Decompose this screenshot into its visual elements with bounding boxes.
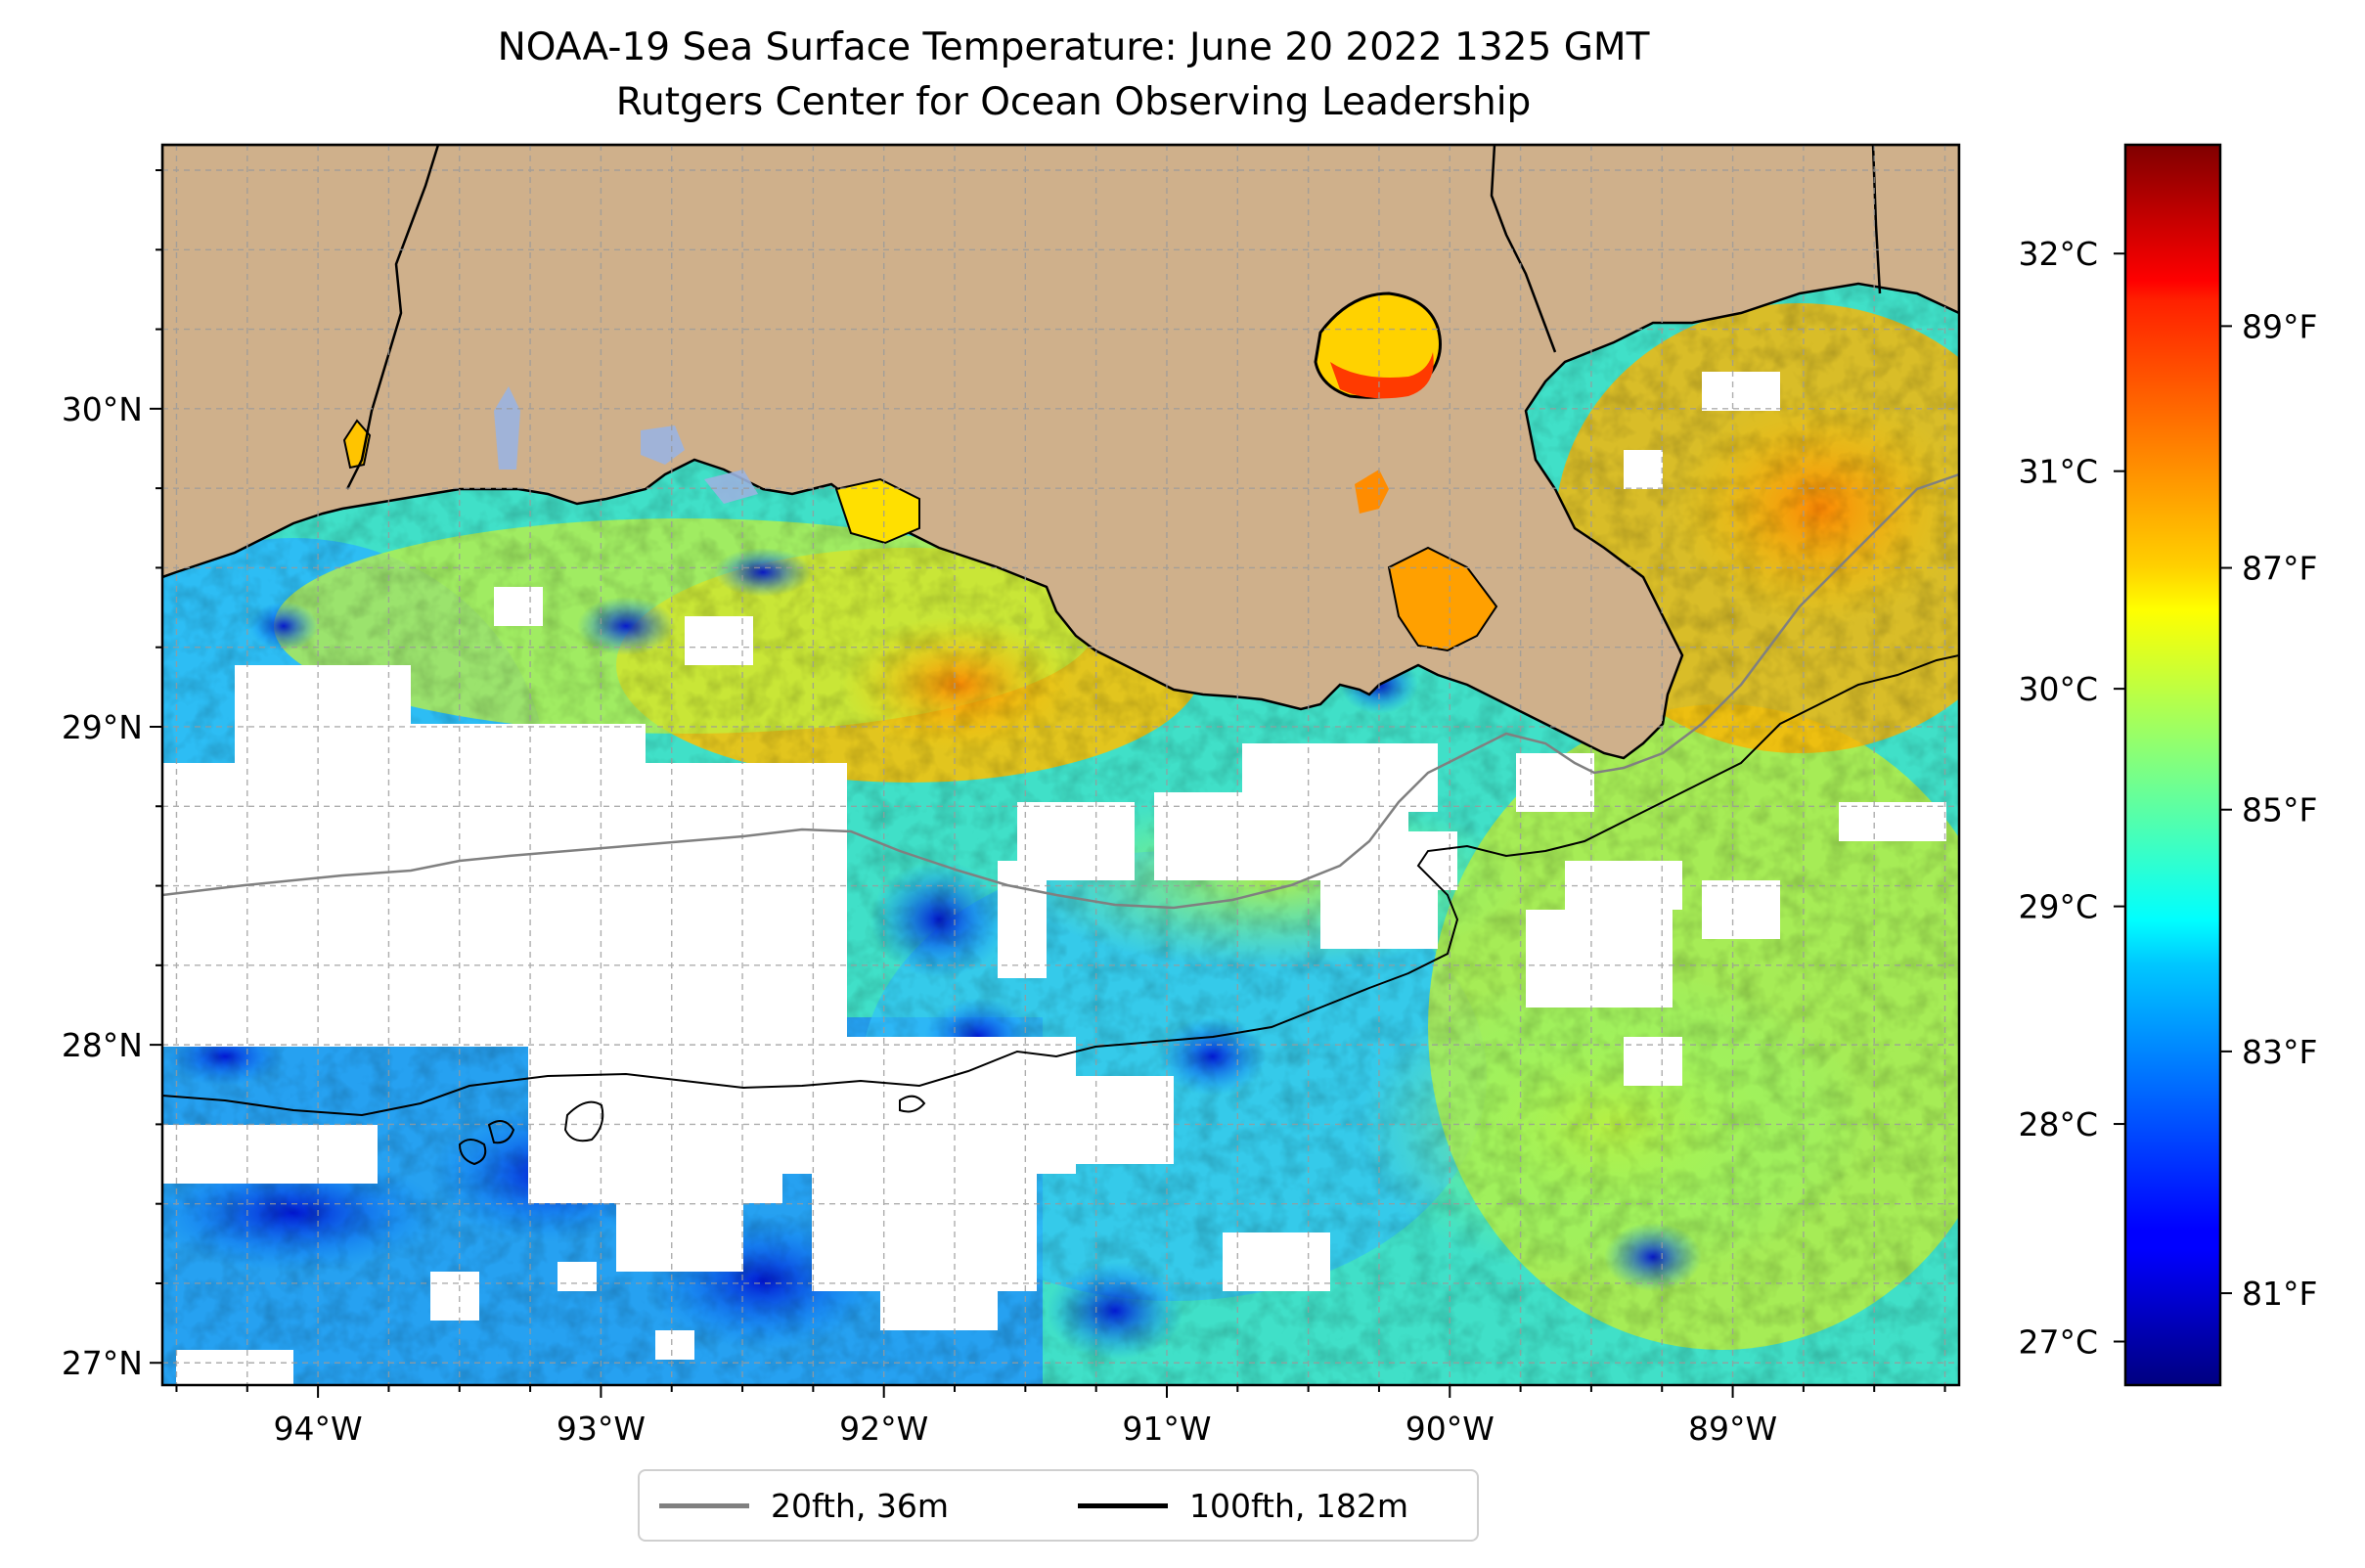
fahrenheit-tick-label: 83°F: [2242, 1033, 2317, 1071]
lat-tick-label: 27°N: [62, 1344, 143, 1382]
lon-tick-label: 90°W: [1406, 1410, 1495, 1448]
lat-tick-label: 29°N: [62, 708, 143, 746]
isobath-20fth: [162, 472, 1959, 910]
map-content: [162, 145, 1959, 1385]
fahrenheit-tick-label: 87°F: [2242, 550, 2317, 588]
lon-tick-label: 89°W: [1688, 1410, 1777, 1448]
fahrenheit-tick-label: 81°F: [2242, 1275, 2317, 1313]
land: [162, 145, 1959, 760]
state-boundary: [345, 145, 440, 490]
legend-swatch-100fth: [1078, 1502, 1168, 1508]
barataria-warm: [834, 477, 920, 545]
celsius-tick-label: 31°C: [2018, 453, 2098, 491]
celsius-tick-label: 29°C: [2018, 888, 2098, 926]
celsius-tick-label: 32°C: [2018, 235, 2098, 273]
inland-blue-2: [641, 426, 685, 465]
fahrenheit-tick-label: 89°F: [2242, 307, 2317, 345]
legend-label-20fth: 20fth, 36m: [771, 1486, 949, 1525]
delta-warm: [1387, 546, 1498, 652]
map-frame: [160, 143, 1961, 1387]
inland-blue-3: [704, 470, 758, 504]
fahrenheit-tick-label: 85°F: [2242, 791, 2317, 829]
grid-lines: [162, 145, 1959, 1385]
isobath-100fth-islands: [458, 1095, 926, 1166]
lat-tick-label: 28°N: [62, 1026, 143, 1064]
colorbar-gradient: [2123, 143, 2222, 1387]
lon-tick-label: 94°W: [274, 1410, 363, 1448]
celsius-tick-label: 28°C: [2018, 1105, 2098, 1143]
lon-tick-label: 91°W: [1122, 1410, 1211, 1448]
lon-tick-label: 93°W: [557, 1410, 646, 1448]
lon-tick-label: 92°W: [839, 1410, 928, 1448]
lat-tick-label: 30°N: [62, 390, 143, 428]
isobath-100fth: [162, 654, 1959, 1117]
state-boundary: [1490, 145, 1557, 353]
legend-swatch-20fth: [659, 1502, 749, 1508]
title-line-2: Rutgers Center for Ocean Observing Leade…: [615, 80, 1532, 124]
inland-blue-1: [494, 386, 520, 470]
celsius-tick-label: 27°C: [2018, 1323, 2098, 1362]
isobath-legend: 20fth, 36m 100fth, 182m: [638, 1469, 1479, 1542]
legend-item-100fth: 100fth, 182m: [1078, 1471, 1408, 1540]
legend-item-20fth: 20fth, 36m: [659, 1471, 949, 1540]
cloud-mask: [162, 372, 1946, 1385]
lake-pontchartrain-hot: [1330, 352, 1434, 399]
colorbar-ticks: 27°C 28°C 29°C 30°C 31°C 32°C 81°F 83°F 85°F 87°F…: [2018, 235, 2317, 1361]
inland-warm-1: [1355, 470, 1389, 514]
axis-ticks: 94°W 93°W 92°W 91°W 90°W 89°W 27°N 28°N 29°N 30°N: [62, 169, 1946, 1448]
celsius-tick-label: 30°C: [2018, 670, 2098, 708]
legend-label-100fth: 100fth, 182m: [1189, 1486, 1408, 1525]
title-line-1: NOAA-19 Sea Surface Temperature: June 20…: [497, 25, 1650, 69]
